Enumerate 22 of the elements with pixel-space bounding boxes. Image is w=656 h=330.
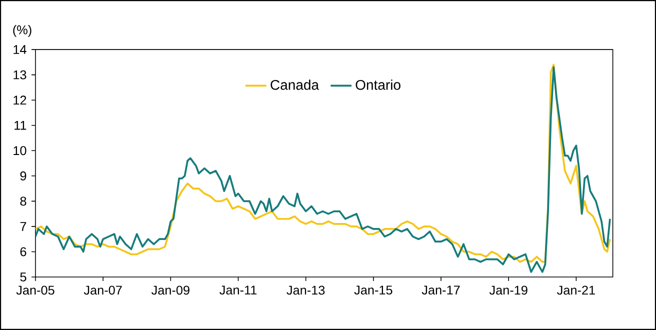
x-tick-label: Jan-15 (354, 286, 392, 295)
y-tick-label: 9 (20, 171, 26, 180)
x-tick-label: Jan-07 (84, 286, 122, 295)
x-tick-label: Jan-05 (16, 286, 54, 295)
y-tick-label: 5 (20, 272, 26, 282)
x-tick-label: Jan-11 (220, 286, 257, 295)
y-tick-label: 10 (14, 146, 26, 156)
y-axis-title: (%) (13, 25, 32, 37)
x-tick-label: Jan-13 (286, 286, 325, 295)
legend-label: Canada (270, 80, 320, 90)
y-tick-label: 8 (20, 196, 26, 206)
legend-label: Ontario (356, 80, 400, 90)
y-tick-label: 7 (20, 222, 26, 231)
x-tick-label: Jan-21 (557, 286, 595, 295)
y-tick-label: 12 (14, 96, 26, 105)
y-tick-label: 13 (14, 70, 26, 80)
x-tick-label: Jan-17 (422, 286, 460, 295)
x-tick-label: Jan-09 (151, 286, 190, 295)
y-tick-label: 6 (20, 247, 26, 256)
y-tick-label: 11 (14, 121, 26, 130)
x-tick-label: Jan-19 (489, 286, 528, 295)
y-tick-label: 14 (14, 45, 26, 54)
